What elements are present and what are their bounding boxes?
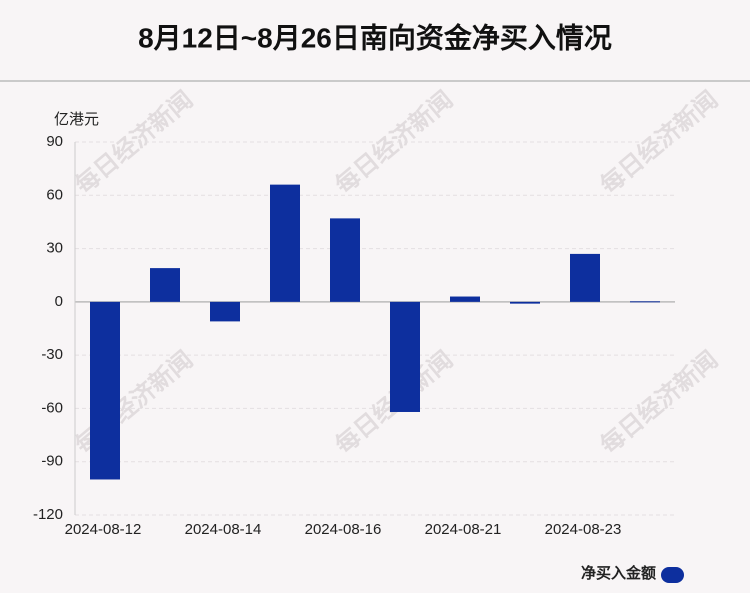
y-tick-label: 90: [46, 133, 63, 150]
bar: [390, 301, 420, 412]
y-tick-label: -60: [41, 399, 63, 416]
bar: [330, 218, 360, 302]
legend-label: 净买入金额: [581, 564, 656, 582]
y-tick-label: -90: [41, 453, 63, 470]
x-tick-label: 2024-08-23: [545, 521, 622, 538]
y-tick-label: -120: [33, 506, 63, 523]
x-tick-label: 2024-08-12: [65, 521, 142, 538]
chart-title: 8月12日~8月26日南向资金净买入情况: [138, 21, 612, 53]
bar: [90, 301, 120, 480]
y-axis-label: 亿港元: [54, 111, 99, 128]
bar: [150, 268, 180, 302]
x-tick-label: 2024-08-16: [305, 521, 382, 538]
bar: [450, 296, 480, 302]
bar: [210, 301, 240, 322]
y-tick-label: 60: [46, 186, 63, 203]
bar: [570, 253, 600, 302]
y-tick-label: -30: [41, 346, 63, 363]
legend-swatch: [661, 567, 684, 583]
bar: [630, 301, 660, 303]
y-tick-label: 0: [55, 293, 63, 310]
y-tick-label: 30: [46, 240, 63, 257]
x-tick-label: 2024-08-21: [425, 521, 502, 538]
bar: [510, 301, 540, 304]
x-tick-label: 2024-08-14: [185, 521, 262, 538]
bar: [270, 184, 300, 302]
